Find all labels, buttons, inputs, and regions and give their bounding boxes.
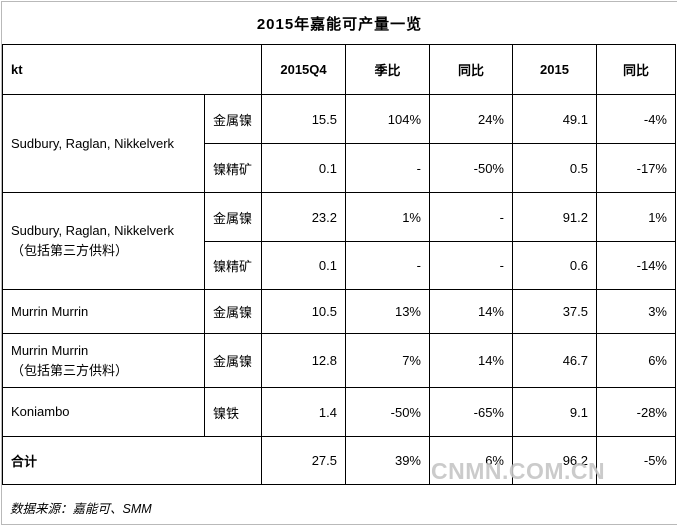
table-row: Sudbury, Raglan, Nikkelverk （包括第三方供料） 金属… <box>2 192 676 290</box>
site-name: Koniambo <box>11 404 70 419</box>
unit-header: kt <box>2 44 262 95</box>
col-header-yoy-q: 同比 <box>429 44 513 95</box>
value-cell: 0.1 <box>261 241 346 290</box>
value-cell: 23.2 <box>261 192 346 242</box>
value-cell: 39% <box>345 436 430 485</box>
value-cell: 24% <box>429 94 513 144</box>
value-cell: - <box>345 241 430 290</box>
site-name-cell: Sudbury, Raglan, Nikkelverk （包括第三方供料） <box>2 192 205 290</box>
value-cell: -28% <box>596 387 676 437</box>
site-name: Sudbury, Raglan, Nikkelverk <box>11 223 175 238</box>
value-cell: 14% <box>429 333 513 388</box>
total-label: 合计 <box>2 436 262 485</box>
site-name: Murrin Murrin <box>11 342 89 358</box>
value-cell: 7% <box>345 333 430 388</box>
value-cell: 14% <box>429 289 513 334</box>
table-row: 镍精矿 0.1 - - 0.6 -14% <box>3 241 676 290</box>
product-cell: 金属镍 <box>204 333 262 388</box>
value-cell: -65% <box>429 387 513 437</box>
value-cell: 1% <box>345 192 430 242</box>
table-row: Koniambo 镍铁 1.4 -50% -65% 9.1 -28% <box>2 387 676 437</box>
value-cell: 27.5 <box>261 436 346 485</box>
product-cell: 镍精矿 <box>204 143 262 193</box>
col-header-2015q4: 2015Q4 <box>261 44 346 95</box>
value-cell: 1% <box>596 192 676 242</box>
value-cell: 12.8 <box>261 333 346 388</box>
value-cell: - <box>345 143 430 193</box>
col-header-2015: 2015 <box>512 44 597 95</box>
table-row: Sudbury, Raglan, Nikkelverk 金属镍 15.5 104… <box>2 94 676 193</box>
value-cell: - <box>429 241 513 290</box>
table-row: Murrin Murrin 金属镍 10.5 13% 14% 37.5 3% <box>2 289 676 334</box>
value-cell: -4% <box>596 94 676 144</box>
source-note: 数据来源：嘉能可、SMM <box>10 502 152 516</box>
site-name-cell: Murrin Murrin （包括第三方供料） <box>2 333 205 388</box>
page-title: 2015年嘉能可产量一览 <box>256 15 423 33</box>
value-cell: 1.4 <box>261 387 346 437</box>
col-header-yoy-y: 同比 <box>596 44 676 95</box>
product-cell: 金属镍 <box>204 94 262 144</box>
value-cell: 104% <box>345 94 430 144</box>
value-cell: 10.5 <box>261 289 346 334</box>
value-cell: -50% <box>345 387 430 437</box>
value-cell: -5% <box>596 436 676 485</box>
production-table: kt 2015Q4 季比 同比 2015 同比 Sudbury, Raglan,… <box>2 44 676 485</box>
product-cell: 金属镍 <box>204 192 262 242</box>
site-name: Sudbury, Raglan, Nikkelverk <box>11 135 175 151</box>
value-cell: 96.2 <box>512 436 597 485</box>
value-cell: 46.7 <box>512 333 597 388</box>
value-cell: 49.1 <box>512 94 597 144</box>
value-cell: 0.1 <box>261 143 346 193</box>
site-name-cell: Koniambo <box>2 387 205 437</box>
value-cell: 91.2 <box>512 192 597 242</box>
total-row: 合计 27.5 39% 6% 96.2 -5% <box>2 436 676 485</box>
table-row: Murrin Murrin （包括第三方供料） 金属镍 12.8 7% 14% … <box>2 333 676 388</box>
value-cell: 0.6 <box>512 241 597 290</box>
value-cell: -50% <box>429 143 513 193</box>
value-cell: 37.5 <box>512 289 597 334</box>
value-cell: 13% <box>345 289 430 334</box>
product-cell: 镍精矿 <box>204 241 262 290</box>
value-cell: 9.1 <box>512 387 597 437</box>
site-name-note: （包括第三方供料） <box>11 362 129 378</box>
site-name-cell: Sudbury, Raglan, Nikkelverk <box>2 94 205 193</box>
value-cell: 15.5 <box>261 94 346 144</box>
product-cell: 金属镍 <box>204 289 262 334</box>
value-cell: -14% <box>596 241 676 290</box>
site-name-cell: Murrin Murrin <box>2 289 205 334</box>
header-row: kt 2015Q4 季比 同比 2015 同比 <box>2 44 676 95</box>
product-cell: 镍铁 <box>204 387 262 437</box>
value-cell: 3% <box>596 289 676 334</box>
site-name-note: （包括第三方供料） <box>11 243 129 258</box>
value-cell: -17% <box>596 143 676 193</box>
value-cell: 0.5 <box>512 143 597 193</box>
table-row: 镍精矿 0.1 - -50% 0.5 -17% <box>3 143 676 193</box>
value-cell: 6% <box>596 333 676 388</box>
value-cell: - <box>429 192 513 242</box>
site-name: Murrin Murrin <box>11 303 89 319</box>
value-cell: 6% <box>429 436 513 485</box>
col-header-qoq: 季比 <box>345 44 430 95</box>
